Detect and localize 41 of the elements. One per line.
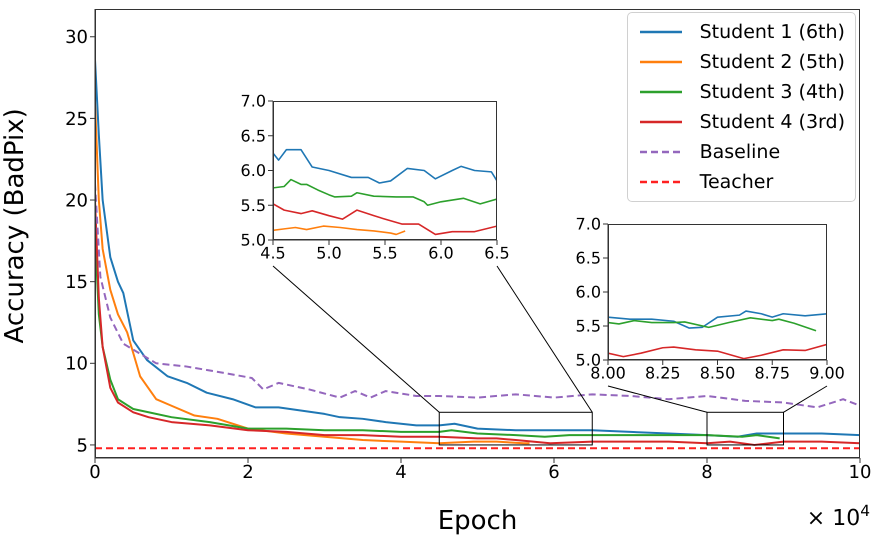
x-tick-label: 0 bbox=[89, 462, 101, 483]
line-series bbox=[273, 148, 497, 184]
x-tick-label: 8.75 bbox=[754, 363, 790, 382]
y-tick-label: 15 bbox=[65, 272, 88, 294]
y-tick-label: 5.5 bbox=[576, 316, 601, 336]
x-tick-label: 8.25 bbox=[644, 363, 681, 382]
line-series bbox=[273, 178, 497, 206]
line-series bbox=[608, 310, 827, 329]
y-tick-label: 5 bbox=[76, 435, 88, 456]
y-tick-label: 25 bbox=[65, 108, 88, 130]
y-tick-label: 7.0 bbox=[576, 214, 601, 234]
y-tick-label: 30 bbox=[65, 27, 88, 48]
x-tick-label: 8.50 bbox=[700, 363, 736, 382]
legend-label: Student 4 (3rd) bbox=[700, 111, 845, 133]
x-tick-label: 10 bbox=[848, 462, 872, 483]
x-tick-label: 6.5 bbox=[484, 243, 510, 262]
y-tick-label: 6.0 bbox=[576, 282, 601, 302]
legend-label: Student 3 (4th) bbox=[700, 81, 845, 103]
line-series bbox=[608, 317, 817, 332]
y-tick-label: 20 bbox=[65, 190, 88, 212]
legend-label: Student 1 (6th) bbox=[700, 21, 845, 43]
x-tick-label: 2 bbox=[242, 462, 254, 483]
y-tick-label: 6.0 bbox=[240, 161, 266, 180]
line-series bbox=[273, 225, 406, 236]
legend-label: Teacher bbox=[700, 171, 774, 193]
x-tick-label: 5.0 bbox=[316, 243, 342, 262]
x-tick-label: 6.0 bbox=[428, 243, 454, 262]
x-axis-title: Epoch bbox=[438, 506, 518, 535]
text: × 10$^{4}$ bbox=[806, 502, 870, 531]
x-tick-label: 4 bbox=[395, 462, 407, 483]
legend-label: Student 2 (5th) bbox=[700, 51, 845, 73]
line-series bbox=[273, 203, 497, 236]
x-tick-label: 9.00 bbox=[809, 363, 845, 382]
legend-label: Baseline bbox=[700, 141, 780, 163]
y-tick-label: 7.0 bbox=[240, 92, 266, 111]
y-axis-title: Accuracy (BadPix) bbox=[0, 108, 30, 344]
x-tick-label: 6 bbox=[548, 462, 560, 483]
y-tick-label: 5.5 bbox=[240, 196, 266, 215]
x-tick-label: 5.5 bbox=[372, 243, 398, 262]
y-tick-label: 6.5 bbox=[240, 126, 266, 146]
x-tick-label: 8 bbox=[701, 462, 713, 483]
